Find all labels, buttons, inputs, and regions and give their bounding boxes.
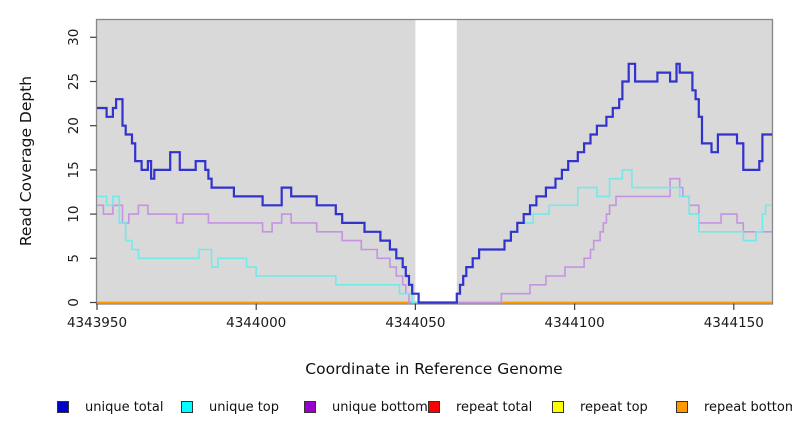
legend-label: unique total: [85, 400, 164, 415]
legend-swatch-unique-bottom: [304, 400, 316, 413]
legend-item-unique-bottom: unique bottom: [304, 397, 428, 417]
legend-swatch-repeat-bottom: [676, 400, 688, 413]
x-tick-label: 4343950: [67, 315, 127, 331]
x-tick-label: 4344050: [385, 315, 445, 331]
legend-swatch-repeat-top: [552, 400, 564, 413]
axes-layer: 4343950 4344000 4344050 4344100 4344150 0 5 10 1…: [66, 29, 764, 331]
legend-item-repeat-total: repeat total: [428, 397, 532, 417]
plot-frame-layer: [95, 18, 774, 305]
plot-border: [95, 18, 774, 305]
x-tick-label: 4344100: [545, 315, 605, 331]
y-tick-label: 20: [66, 117, 82, 134]
legend-item-unique-top: unique top: [181, 397, 279, 417]
series-layer: [97, 62, 772, 304]
legend-label: repeat total: [456, 400, 533, 415]
y-tick-label: 0: [66, 298, 82, 307]
legend-item-repeat-top: repeat top: [552, 397, 648, 417]
legend-swatch-unique-total: [57, 400, 69, 413]
plot-background-layer: [96, 19, 773, 304]
legend-swatch-repeat-total: [428, 400, 440, 413]
legend-item-repeat-bottom: repeat bottom: [676, 397, 792, 417]
y-tick-label: 5: [66, 254, 82, 263]
x-tick-label: 4344150: [704, 315, 764, 331]
legend-label: unique top: [209, 400, 280, 415]
y-axis-title: Read Coverage Depth: [17, 76, 35, 246]
legend-label: repeat bottom: [704, 400, 792, 415]
y-tick-label: 15: [66, 161, 82, 178]
legend-label: repeat top: [580, 400, 648, 415]
y-tick-label: 25: [66, 73, 82, 90]
x-tick-label: 4344000: [226, 315, 286, 331]
x-axis-title: Coordinate in Reference Genome: [305, 360, 562, 378]
legend-swatch-unique-top: [181, 400, 193, 413]
y-tick-label: 10: [66, 206, 82, 223]
y-tick-label: 30: [66, 29, 82, 46]
chart-legend: unique total unique top unique bottom repea…: [0, 397, 792, 423]
masked-region: [415, 19, 457, 304]
legend-label: unique bottom: [332, 400, 428, 415]
series-line-unique-total: [97, 62, 772, 304]
legend-item-unique-total: unique total: [57, 397, 163, 417]
